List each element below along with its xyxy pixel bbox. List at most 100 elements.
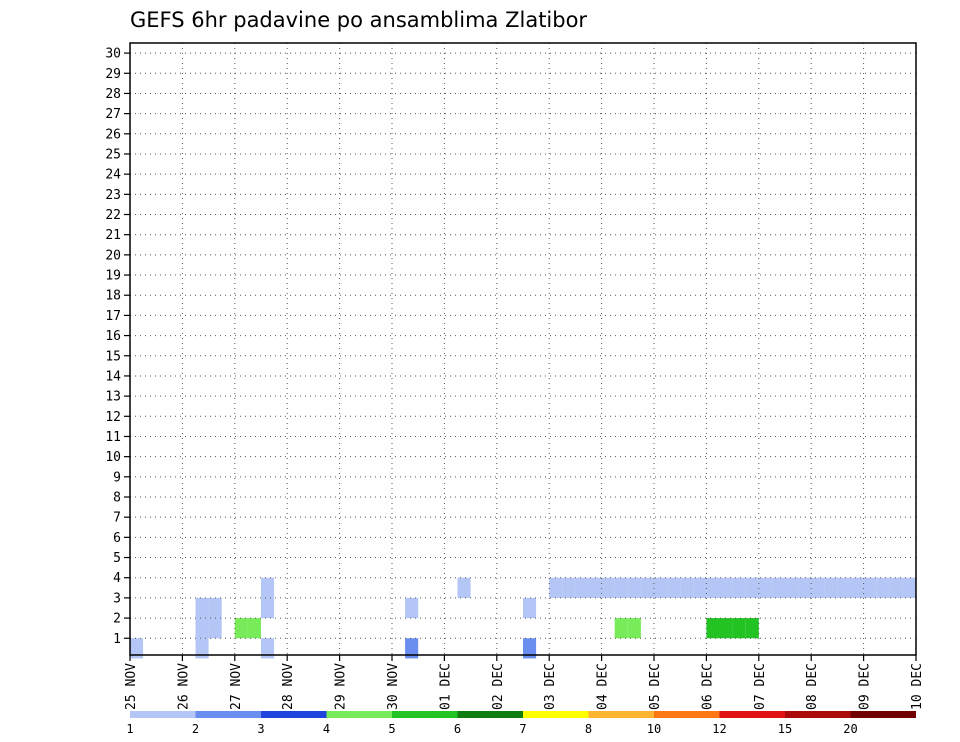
heatmap-cell <box>208 597 222 619</box>
heatmap-cell <box>745 618 759 639</box>
legend-swatch <box>457 711 523 718</box>
legend-label: 1 <box>126 722 133 736</box>
legend-label: 4 <box>323 722 330 736</box>
y-tick-label: 7 <box>113 511 121 526</box>
y-tick-label: 13 <box>105 390 121 405</box>
x-tick-label: 27 NOV <box>229 663 244 710</box>
heatmap-cell <box>719 618 733 639</box>
x-tick-label: 08 DEC <box>805 663 820 710</box>
y-tick-label: 5 <box>113 551 121 566</box>
y-tick-label: 29 <box>105 67 121 82</box>
x-tick-label: 10 DEC <box>910 663 925 710</box>
heatmap-cell <box>732 577 746 598</box>
heatmap-cell <box>667 577 681 598</box>
heatmap-cell <box>798 577 812 598</box>
x-tick-label: 03 DEC <box>543 663 558 710</box>
y-tick-label: 28 <box>105 87 121 102</box>
heatmap-cell <box>549 577 563 598</box>
x-tick-label: 28 NOV <box>281 663 296 710</box>
legend-label: 8 <box>585 722 592 736</box>
legend-swatch <box>654 711 720 718</box>
legend-label: 10 <box>647 722 661 736</box>
heatmap-cell <box>811 577 825 598</box>
legend-label: 20 <box>843 722 857 736</box>
x-tick-label: 05 DEC <box>648 663 663 710</box>
heatmap-cell <box>785 577 799 598</box>
heatmap-cell <box>195 597 209 619</box>
heatmap-cell <box>405 597 419 619</box>
y-tick-label: 20 <box>105 248 121 263</box>
heatmap-cell <box>745 577 759 598</box>
legend-label: 3 <box>257 722 264 736</box>
heatmap-cell <box>837 577 851 598</box>
legend-swatch <box>785 711 851 718</box>
y-tick-label: 17 <box>105 309 121 324</box>
heatmap-cell <box>523 638 537 659</box>
heatmap-cell <box>902 577 916 598</box>
heatmap-cell <box>850 577 864 598</box>
heatmap-cell <box>706 577 720 598</box>
x-tick-label: 26 NOV <box>176 663 191 710</box>
x-tick-label: 09 DEC <box>858 663 873 710</box>
y-tick-label: 11 <box>105 430 121 445</box>
heatmap-cell <box>195 618 209 639</box>
y-axis: 1234567891011121314151617181920212223242… <box>105 47 130 647</box>
heatmap-cell <box>457 577 471 598</box>
heatmap-cells <box>130 577 916 659</box>
heatmap-cell <box>889 577 903 598</box>
heatmap-cell <box>234 618 248 639</box>
x-tick-label: 02 DEC <box>491 663 506 710</box>
y-tick-label: 14 <box>105 369 121 384</box>
legend-swatch <box>392 711 458 718</box>
x-tick-label: 30 NOV <box>386 663 401 710</box>
heatmap-cell <box>640 577 654 598</box>
heatmap-cell <box>719 577 733 598</box>
heatmap-cell <box>693 577 707 598</box>
heatmap-cell <box>627 577 641 598</box>
y-tick-label: 1 <box>113 632 121 647</box>
y-tick-label: 27 <box>105 107 121 122</box>
heatmap-cell <box>261 638 275 659</box>
heatmap-cell <box>575 577 589 598</box>
chart-title: GEFS 6hr padavine po ansamblima Zlatibor <box>130 8 587 32</box>
heatmap-cell <box>523 597 537 619</box>
heatmap-cell <box>824 577 838 598</box>
y-tick-label: 23 <box>105 188 121 203</box>
legend-label: 6 <box>454 722 461 736</box>
legend-label: 5 <box>388 722 395 736</box>
y-tick-label: 6 <box>113 531 121 546</box>
legend-swatch <box>850 711 916 718</box>
grid-lines <box>130 43 916 655</box>
y-tick-label: 10 <box>105 450 121 465</box>
heatmap-cell <box>601 577 615 598</box>
legend-swatch <box>130 711 196 718</box>
y-tick-label: 3 <box>113 591 121 606</box>
heatmap-cell <box>261 597 275 619</box>
heatmap-cell <box>130 638 144 659</box>
plot-frame <box>129 42 917 656</box>
heatmap-cell <box>588 577 602 598</box>
y-tick-label: 16 <box>105 329 121 344</box>
legend-swatch <box>195 711 261 718</box>
heatmap-cell <box>247 618 261 639</box>
legend-swatch <box>326 711 392 718</box>
y-tick-label: 8 <box>113 491 121 506</box>
heatmap-cell <box>614 577 628 598</box>
x-tick-label: 06 DEC <box>700 663 715 710</box>
y-tick-label: 19 <box>105 269 121 284</box>
y-tick-label: 22 <box>105 208 121 223</box>
heatmap-cell <box>405 638 419 659</box>
heatmap-cell <box>195 638 209 659</box>
y-tick-label: 9 <box>113 470 121 485</box>
x-axis: 25 NOV 26 NOV 27 NOV 28 NOV 29 NOV 30 NOV 01 D… <box>124 655 925 710</box>
y-tick-label: 12 <box>105 410 121 425</box>
y-tick-label: 26 <box>105 127 121 142</box>
legend-swatch <box>523 711 589 718</box>
heatmap-cell <box>863 577 877 598</box>
y-tick-label: 15 <box>105 349 121 364</box>
x-tick-label: 29 NOV <box>334 663 349 710</box>
heatmap-cell <box>732 618 746 639</box>
heatmap-cell <box>562 577 576 598</box>
heatmap-cell <box>706 618 720 639</box>
